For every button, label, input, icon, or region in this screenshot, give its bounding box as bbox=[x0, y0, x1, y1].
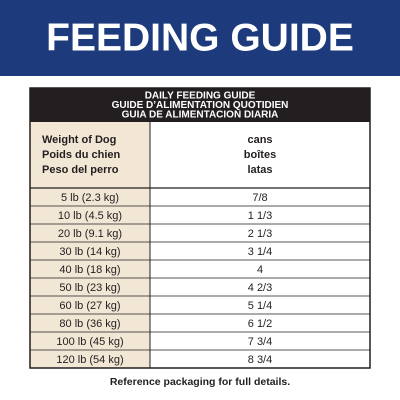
cans-cell: 6 1/2 bbox=[248, 318, 272, 330]
column-header: latas bbox=[247, 164, 272, 176]
column-header: Weight of Dog bbox=[42, 134, 116, 146]
cans-cell: 7/8 bbox=[252, 192, 267, 204]
cans-cell: 2 1/3 bbox=[248, 228, 272, 240]
header-title: FEEDING GUIDE bbox=[46, 16, 354, 59]
column-header: Peso del perro bbox=[42, 164, 119, 176]
weight-cell: 40 lb (18 kg) bbox=[59, 264, 120, 276]
header-band bbox=[0, 0, 400, 76]
table-title-line: GUIA DE ALIMENTACION DIARIA bbox=[122, 110, 279, 121]
weight-cell: 100 lb (45 kg) bbox=[56, 336, 123, 348]
table-title-line: DAILY FEEDING GUIDE bbox=[145, 91, 256, 102]
weight-cell: 120 lb (54 kg) bbox=[56, 354, 123, 366]
column-header: boîtes bbox=[244, 149, 276, 161]
left-column-fill bbox=[30, 122, 150, 368]
cans-cell: 4 bbox=[257, 264, 263, 276]
weight-cell: 10 lb (4.5 kg) bbox=[58, 210, 122, 222]
weight-cell: 5 lb (2.3 kg) bbox=[61, 192, 119, 204]
cans-cell: 4 2/3 bbox=[248, 282, 272, 294]
weight-cell: 80 lb (36 kg) bbox=[59, 318, 120, 330]
weight-cell: 50 lb (23 kg) bbox=[59, 282, 120, 294]
table-title-line: GUIDE D’ALIMENTATION QUOTIDIEN bbox=[112, 100, 289, 111]
table-border bbox=[29, 87, 371, 369]
cans-cell: 8 3/4 bbox=[248, 354, 272, 366]
weight-cell: 20 lb (9.1 kg) bbox=[58, 228, 122, 240]
cans-cell: 3 1/4 bbox=[248, 246, 272, 258]
column-header: Poids du chien bbox=[42, 149, 121, 161]
cans-cell: 5 1/4 bbox=[248, 300, 272, 312]
footer-note: Reference packaging for full details. bbox=[110, 376, 290, 388]
table-title-band bbox=[30, 88, 370, 122]
cans-cell: 7 3/4 bbox=[248, 336, 272, 348]
column-header: cans bbox=[247, 134, 272, 146]
cans-cell: 1 1/3 bbox=[248, 210, 272, 222]
weight-cell: 60 lb (27 kg) bbox=[59, 300, 120, 312]
weight-cell: 30 lb (14 kg) bbox=[59, 246, 120, 258]
